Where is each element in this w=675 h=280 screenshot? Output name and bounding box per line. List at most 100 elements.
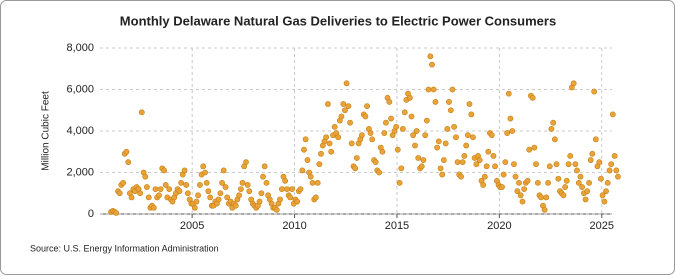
point <box>481 173 488 180</box>
point <box>316 161 323 168</box>
point <box>516 179 522 186</box>
point <box>128 194 135 201</box>
point <box>261 163 268 170</box>
point <box>459 159 466 166</box>
point <box>517 192 524 199</box>
point <box>263 179 270 186</box>
point <box>546 163 553 170</box>
point <box>278 186 285 192</box>
point <box>435 138 442 145</box>
point <box>550 119 557 126</box>
point <box>184 190 191 197</box>
point <box>582 196 589 203</box>
point <box>420 157 427 163</box>
point <box>422 132 429 139</box>
point <box>347 119 353 126</box>
point <box>543 194 550 201</box>
point <box>215 196 222 203</box>
point <box>386 99 393 105</box>
point <box>328 148 335 155</box>
point <box>157 186 164 192</box>
point <box>193 198 200 205</box>
point <box>224 194 231 201</box>
point <box>178 179 185 186</box>
point <box>340 101 347 107</box>
point <box>145 194 152 201</box>
point <box>399 126 406 132</box>
point <box>444 126 451 132</box>
point <box>553 161 560 168</box>
point <box>575 179 582 186</box>
point <box>183 182 190 188</box>
point <box>359 132 365 139</box>
point <box>195 192 201 199</box>
point <box>533 161 539 168</box>
point <box>352 165 359 172</box>
point <box>586 179 592 186</box>
point <box>200 163 207 170</box>
point <box>113 210 120 216</box>
x-tick-label: 2020 <box>487 220 511 232</box>
point <box>220 167 227 174</box>
point <box>287 194 294 201</box>
point <box>260 173 266 180</box>
point <box>470 134 476 141</box>
point <box>570 80 577 87</box>
point <box>545 179 552 186</box>
point <box>534 179 541 186</box>
point <box>437 165 444 172</box>
point <box>379 148 386 155</box>
point <box>345 103 352 109</box>
point <box>323 134 329 141</box>
y-axis-label: Million Cubic Feet <box>41 91 52 171</box>
point <box>412 142 418 149</box>
point <box>425 86 432 93</box>
point <box>318 150 324 157</box>
chart-title: Monthly Delaware Natural Gas Deliveries … <box>120 13 556 28</box>
point <box>577 173 584 180</box>
point <box>398 165 405 172</box>
point <box>362 113 369 120</box>
point <box>449 86 456 93</box>
x-tick-label: 2005 <box>180 220 204 232</box>
point <box>162 182 169 188</box>
point <box>531 144 538 151</box>
point <box>143 184 150 190</box>
point <box>222 184 229 190</box>
point <box>372 159 379 166</box>
point <box>447 107 454 114</box>
point <box>406 94 413 101</box>
point <box>551 136 558 143</box>
point <box>396 179 403 186</box>
point <box>326 140 333 147</box>
point <box>137 190 144 197</box>
y-tick-label: 6,000 <box>66 83 94 95</box>
point <box>584 188 591 195</box>
point <box>309 179 316 186</box>
point <box>587 157 594 163</box>
y-tick-label: 2,000 <box>66 166 94 178</box>
point <box>509 128 516 134</box>
point <box>538 194 545 201</box>
point <box>338 113 345 120</box>
point <box>596 159 603 166</box>
point <box>176 188 183 195</box>
point <box>410 132 417 139</box>
point <box>207 194 214 201</box>
point <box>442 140 449 147</box>
point <box>521 186 528 192</box>
point <box>138 109 145 116</box>
point <box>116 190 123 197</box>
point <box>415 155 422 161</box>
point <box>301 146 307 153</box>
point <box>232 202 239 209</box>
point <box>526 146 533 153</box>
point <box>432 99 439 105</box>
point <box>565 161 572 168</box>
point <box>243 159 249 166</box>
point <box>541 206 548 213</box>
point <box>239 179 246 186</box>
point <box>502 159 509 166</box>
point <box>504 130 511 136</box>
